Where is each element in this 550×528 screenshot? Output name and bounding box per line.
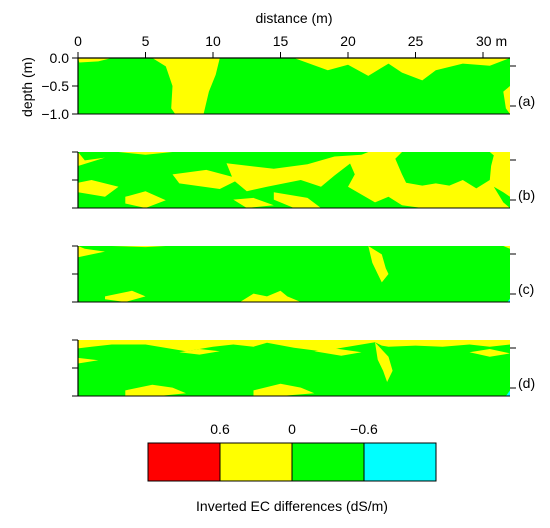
ec-region [152,58,220,114]
axes-layer: 0.0 −0.5 −1.0 (a) (b) (c) (d) 0 5 10 15 20 25 30 m [41,33,535,397]
ec-region [78,152,105,166]
section-panel [78,340,510,396]
ec-region [507,298,510,302]
distance-tick-label: 25 [408,33,424,49]
ec-region [294,58,510,81]
distance-tick-label: 0 [74,33,82,49]
ec-region [78,340,510,352]
ec-region [503,246,510,249]
panel-label: (c) [518,281,534,297]
colorbar-tick-label: −0.6 [350,421,378,437]
colorbar-tick-label: 0.6 [210,421,230,437]
ec-region [368,246,389,283]
ec-region [505,390,510,396]
panel-background [78,246,510,302]
ec-region [348,152,510,208]
colorbar-swatch [147,442,221,482]
x-axis-title: distance (m) [255,10,332,26]
colorbar: 0.6 0 −0.6 [147,421,437,482]
y-axis-title: depth (m) [19,57,35,117]
ec-region [125,191,166,208]
section-panel [78,246,510,302]
depth-tick-label: −0.5 [41,78,69,94]
ec-region [253,383,315,396]
ec-region [240,290,301,302]
distance-tick-label: 20 [340,33,356,49]
ec-region [375,342,393,382]
ec-region [179,349,220,355]
colorbar-title: Inverted EC differences (dS/m) [196,498,388,514]
ec-region [273,192,321,208]
ec-region [105,290,146,302]
colorbar-swatch [363,442,437,482]
depth-tick-label: 0.0 [50,50,70,66]
panels-layer [78,58,510,396]
ec-region [172,169,240,189]
section-panel [78,58,510,114]
distance-tick-label: 10 [205,33,221,49]
ec-region [78,58,112,63]
section-panel [78,152,510,208]
panel-label: (d) [518,375,535,391]
distance-tick-label: 5 [142,33,150,49]
ec-region [125,384,186,396]
distance-tick-label: 30 m [476,33,507,49]
ec-region [233,197,274,208]
colorbar-swatch [291,442,365,482]
ec-region [78,246,105,258]
panel-label: (a) [518,93,535,109]
colorbar-swatch [219,442,293,482]
ec-region [118,152,173,155]
ec-region [78,357,99,364]
ec-region [503,86,510,114]
colorbar-tick-label: 0 [288,421,296,437]
distance-tick-label: 15 [273,33,289,49]
ec-region [226,154,362,192]
panel-label: (b) [518,187,535,203]
ec-region [314,348,362,356]
ec-region [78,180,119,197]
ec-region [469,349,510,357]
ec-region [111,246,166,248]
depth-tick-label: −1.0 [41,106,69,122]
